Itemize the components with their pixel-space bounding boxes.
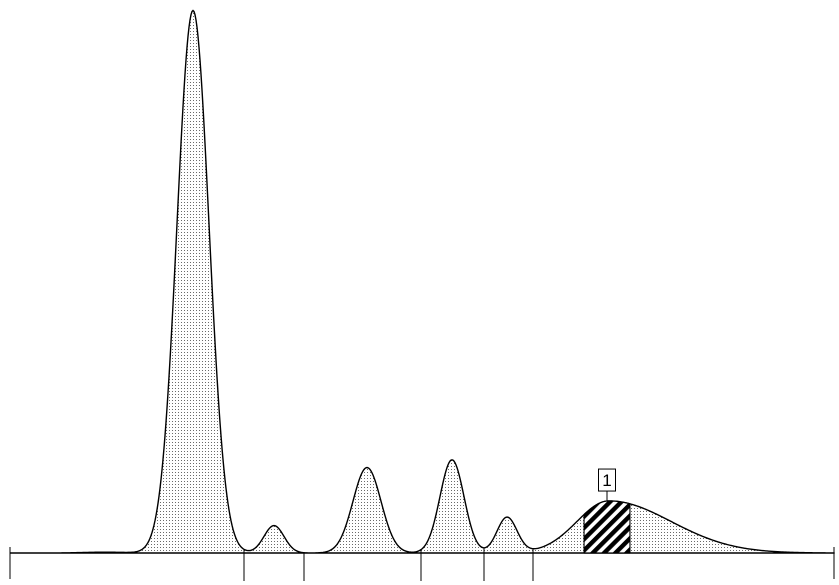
fraction-dividers	[9, 503, 835, 581]
fraction-label-box	[598, 468, 616, 492]
fraction-label-text: 1	[602, 471, 611, 490]
density-curve	[10, 9, 835, 554]
fraction-label: 1	[598, 468, 616, 502]
highlighted-fraction-area	[584, 500, 630, 554]
